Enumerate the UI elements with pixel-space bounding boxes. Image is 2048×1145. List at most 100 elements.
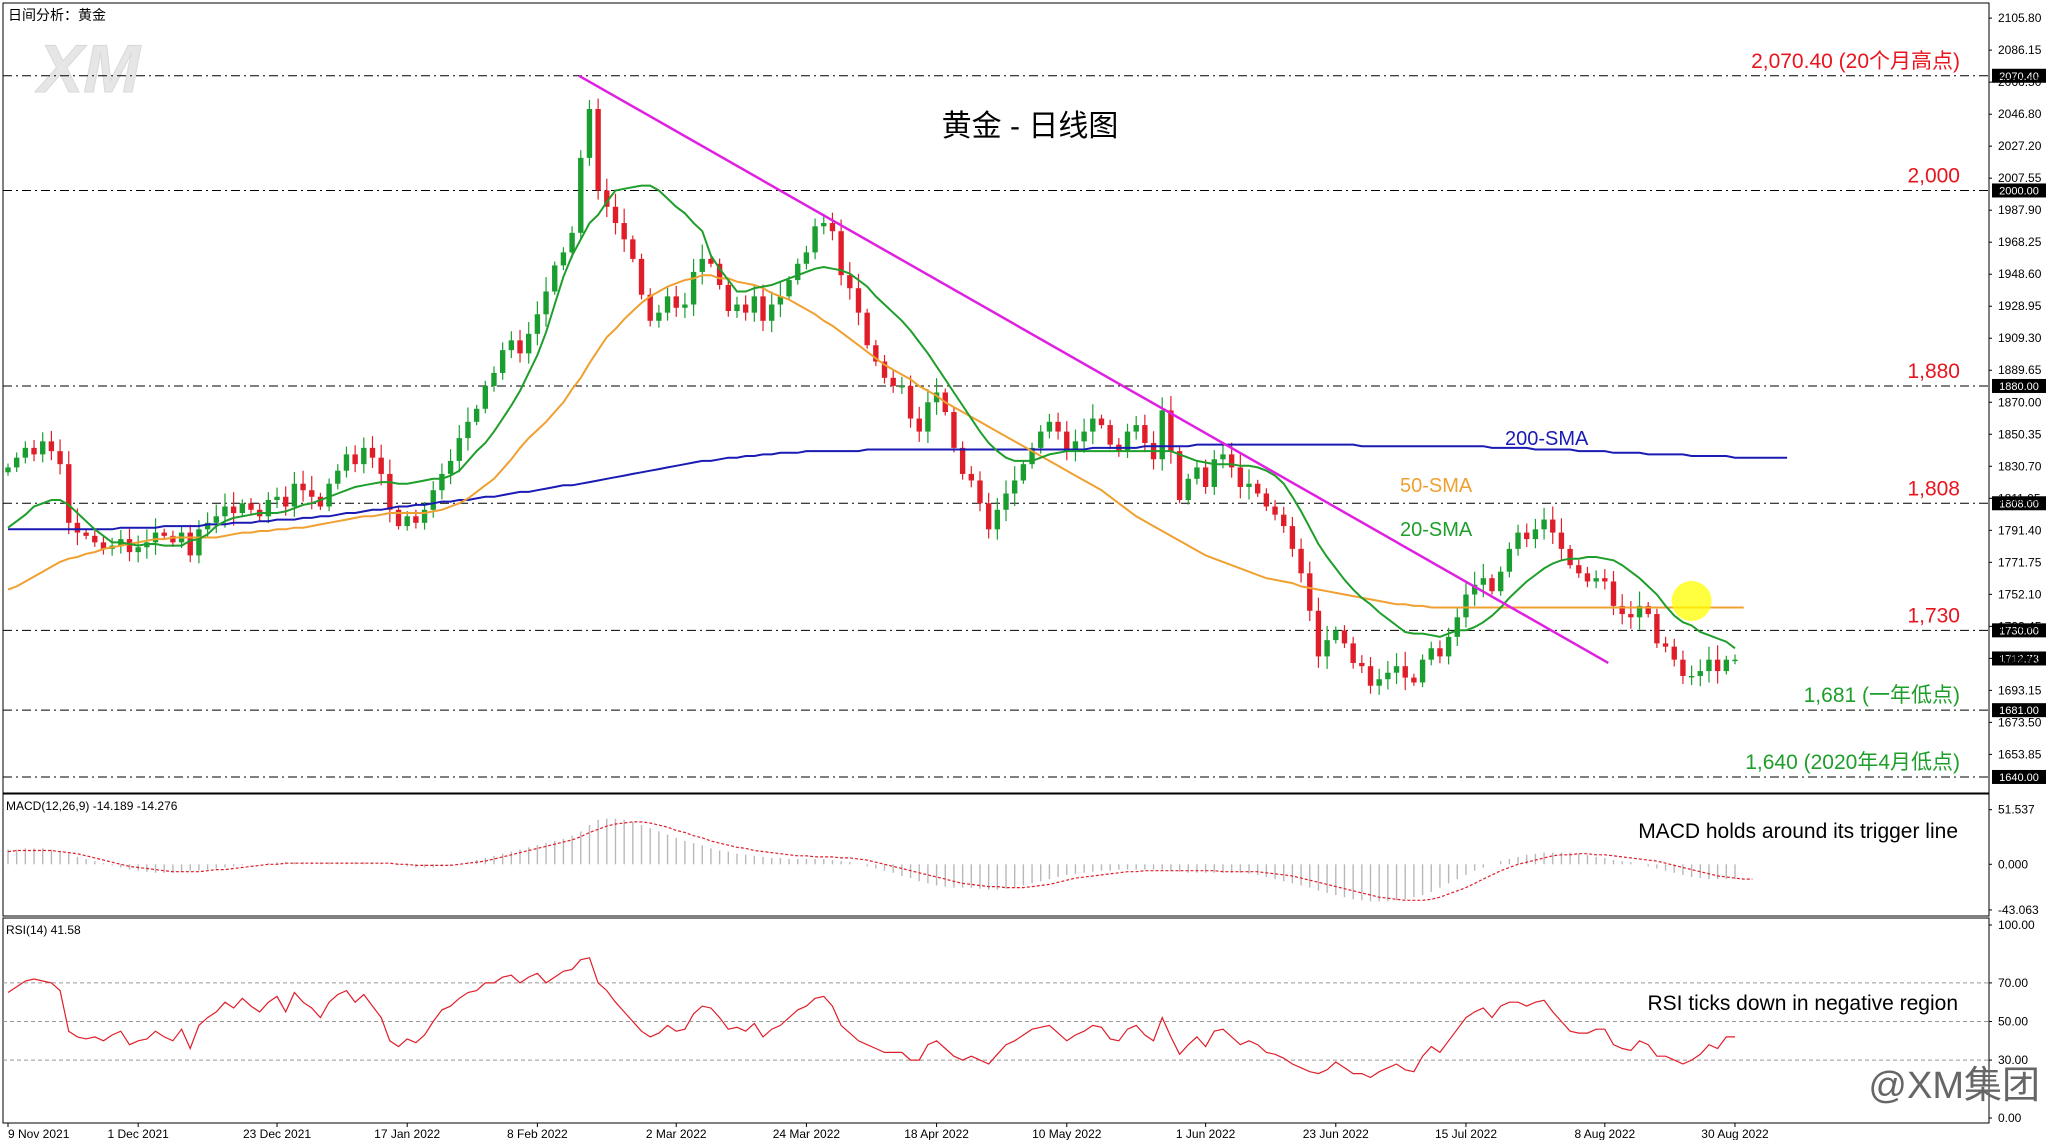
chart-title: 黄金 - 日线图	[942, 110, 1119, 143]
candle-body	[534, 314, 541, 334]
level-label: 1,640 (2020年4月低点)	[1745, 751, 1960, 774]
sma50-line	[7, 274, 1744, 609]
candle-body	[812, 226, 818, 253]
candle-body	[1307, 573, 1313, 611]
candle-body	[369, 447, 376, 458]
rsi-tick-label: 30.00	[1998, 1053, 2028, 1067]
candle-body	[421, 509, 428, 523]
candle-body	[1567, 548, 1573, 566]
candle-body	[1541, 519, 1547, 530]
candle-body	[274, 496, 280, 501]
candle-body	[378, 457, 384, 474]
candle-body	[517, 340, 523, 354]
candle-body	[994, 509, 1001, 530]
level-price-tag-text: 1681.00	[1999, 705, 2039, 717]
candle-body	[890, 377, 896, 386]
level-price-tag-text: 1808.00	[1999, 498, 2039, 510]
candle-body	[196, 529, 202, 556]
time-tick-label: 18 Apr 2022	[904, 1127, 969, 1140]
candle-body	[1437, 648, 1443, 657]
rsi-tick-label: 0.00	[1998, 1111, 2022, 1125]
candle-body	[152, 532, 159, 543]
candle-body	[126, 539, 133, 553]
candle-body	[317, 496, 324, 507]
candle-body	[1254, 483, 1261, 494]
candle-body	[1194, 467, 1200, 479]
price-tick-label: 2086.15	[1998, 43, 2042, 57]
macd-annotation: MACD holds around its trigger line	[1638, 820, 1958, 843]
candle-body	[13, 457, 20, 468]
time-tick-label: 1 Jun 2022	[1176, 1127, 1236, 1140]
price-tick-label: 1948.60	[1998, 267, 2042, 281]
time-tick-label: 2 Mar 2022	[646, 1127, 707, 1140]
candle-body	[57, 451, 63, 465]
candle-body	[647, 294, 653, 321]
candle-body	[326, 483, 332, 507]
candle-body	[482, 385, 489, 409]
candle-body	[508, 340, 515, 351]
last-price-tag	[1992, 651, 2046, 666]
time-tick-label: 23 Dec 2021	[243, 1127, 311, 1140]
rsi-tick-label: 70.00	[1998, 976, 2028, 990]
level-price-tag	[1992, 623, 2046, 638]
price-tick-label: 1732.45	[1998, 619, 2042, 633]
candle-body	[1341, 630, 1348, 644]
candle-body	[465, 421, 471, 439]
candle-body	[248, 503, 254, 510]
candle-body	[664, 296, 671, 313]
price-tick-label: 2027.20	[1998, 139, 2042, 153]
candle-body	[1272, 506, 1278, 515]
candle-body	[1471, 584, 1478, 595]
candle-body	[1202, 467, 1209, 487]
candle-body	[630, 239, 636, 259]
macd-panel	[2, 793, 1990, 917]
candle-body	[777, 296, 784, 305]
candle-body	[1237, 467, 1244, 487]
candle-body	[612, 206, 619, 224]
price-tick-label: 1909.30	[1998, 331, 2042, 345]
candle-body	[855, 288, 862, 313]
candle-body	[161, 532, 167, 536]
candle-body	[795, 263, 801, 281]
candle-body	[1133, 425, 1139, 432]
candle-body	[83, 532, 89, 536]
xm-watermark: @XM集团	[1868, 1065, 2040, 1107]
ma-label: 200-SMA	[1505, 428, 1589, 450]
candle-body	[187, 532, 193, 556]
candle-body	[343, 454, 350, 471]
candle-body	[31, 447, 37, 455]
candle-body	[656, 312, 662, 321]
candle-body	[682, 304, 688, 308]
candle-body	[100, 542, 107, 549]
candle-body	[881, 361, 888, 378]
candle-body	[925, 402, 931, 432]
candle-body	[1124, 431, 1131, 452]
price-tick-label: 1928.95	[1998, 299, 2042, 313]
candle-body	[1645, 605, 1651, 615]
candle-body	[1324, 640, 1330, 657]
candle-body	[1159, 410, 1165, 460]
rsi-panel	[2, 917, 1990, 1124]
candle-body	[1211, 459, 1217, 487]
candle-body	[1662, 643, 1669, 647]
candle-body	[499, 350, 506, 373]
level-price-tag	[1992, 378, 2046, 393]
candle-body	[803, 252, 810, 264]
candle-body	[1532, 529, 1539, 540]
candle-body	[1584, 573, 1591, 582]
ma-label: 50-SMA	[1400, 475, 1473, 497]
candle-body	[1680, 659, 1686, 676]
candle-body	[1090, 418, 1096, 432]
candle-body	[751, 296, 758, 313]
candle-body	[1419, 659, 1426, 683]
candle-body	[552, 265, 558, 292]
level-price-tag	[1992, 703, 2046, 718]
candle-body	[239, 503, 246, 514]
candle-body	[760, 296, 766, 321]
candle-body	[491, 372, 497, 386]
candle-body	[1393, 666, 1400, 673]
candle-body	[1550, 519, 1556, 533]
candle-body	[1289, 526, 1296, 549]
candle-body	[716, 263, 723, 285]
candle-body	[899, 385, 905, 388]
